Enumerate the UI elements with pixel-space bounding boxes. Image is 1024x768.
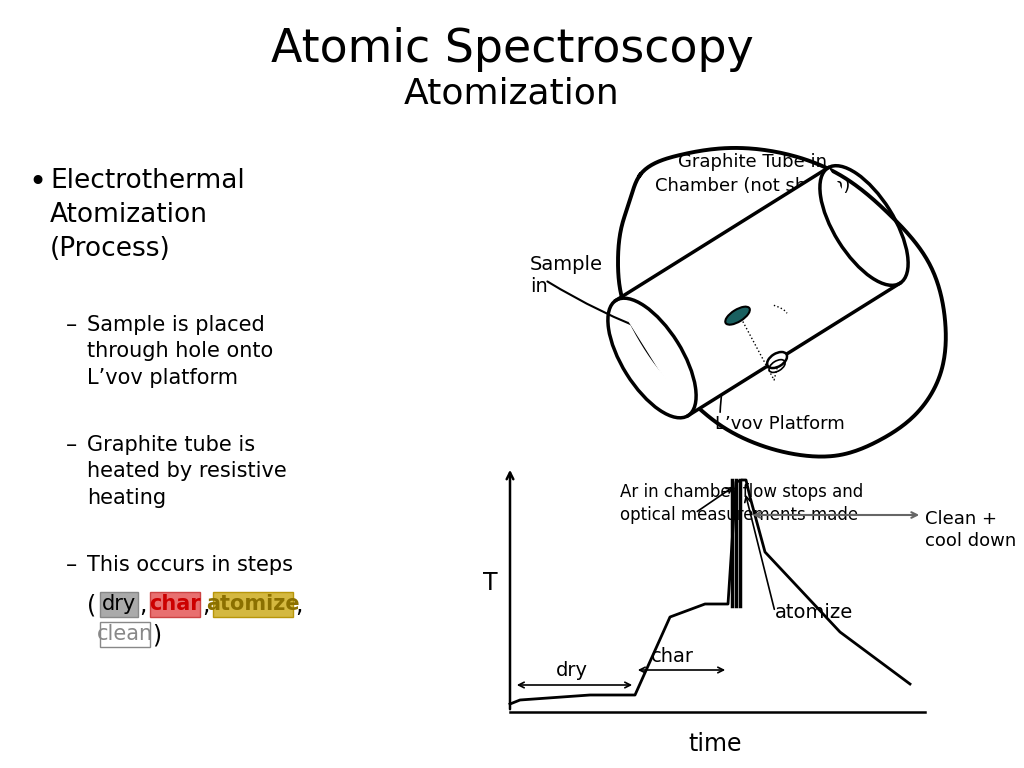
Text: Graphite tube is
heated by resistive
heating: Graphite tube is heated by resistive hea… (87, 435, 287, 508)
Text: dry: dry (556, 660, 588, 680)
Text: atomize: atomize (206, 594, 300, 614)
FancyBboxPatch shape (213, 592, 293, 617)
Text: –: – (66, 315, 77, 335)
Ellipse shape (767, 352, 787, 368)
Text: clean: clean (97, 624, 153, 644)
Text: Electrothermal
Atomization
(Process): Electrothermal Atomization (Process) (50, 168, 245, 262)
Text: Clean +
cool down: Clean + cool down (925, 510, 1016, 550)
Text: T: T (482, 571, 498, 595)
Text: Graphite Tube in
Chamber (not shown): Graphite Tube in Chamber (not shown) (655, 153, 851, 194)
Text: atomize: atomize (775, 603, 853, 621)
Text: Atomic Spectroscopy: Atomic Spectroscopy (270, 28, 754, 72)
Text: Sample is placed
through hole onto
L’vov platform: Sample is placed through hole onto L’vov… (87, 315, 273, 388)
Text: Sample
in: Sample in (530, 255, 603, 296)
Text: dry: dry (101, 594, 136, 614)
Text: This occurs in steps: This occurs in steps (87, 555, 293, 575)
Text: ,: , (295, 593, 302, 617)
Text: –: – (66, 435, 77, 455)
Text: ,: , (202, 593, 209, 617)
Text: ): ) (152, 623, 161, 647)
Text: L’vov Platform: L’vov Platform (715, 415, 845, 433)
Text: ,: , (139, 593, 146, 617)
FancyBboxPatch shape (100, 622, 150, 647)
Text: char: char (150, 594, 201, 614)
Text: Atomization: Atomization (404, 77, 620, 111)
Text: (: ( (87, 593, 96, 617)
Text: •: • (28, 168, 46, 197)
FancyBboxPatch shape (150, 592, 200, 617)
Text: time: time (688, 732, 741, 756)
FancyBboxPatch shape (100, 592, 138, 617)
Text: Ar in chamber flow stops and
optical measurements made: Ar in chamber flow stops and optical mea… (620, 483, 863, 524)
Text: char: char (650, 647, 693, 667)
Polygon shape (616, 168, 900, 415)
Ellipse shape (725, 306, 750, 325)
Text: –: – (66, 555, 77, 575)
